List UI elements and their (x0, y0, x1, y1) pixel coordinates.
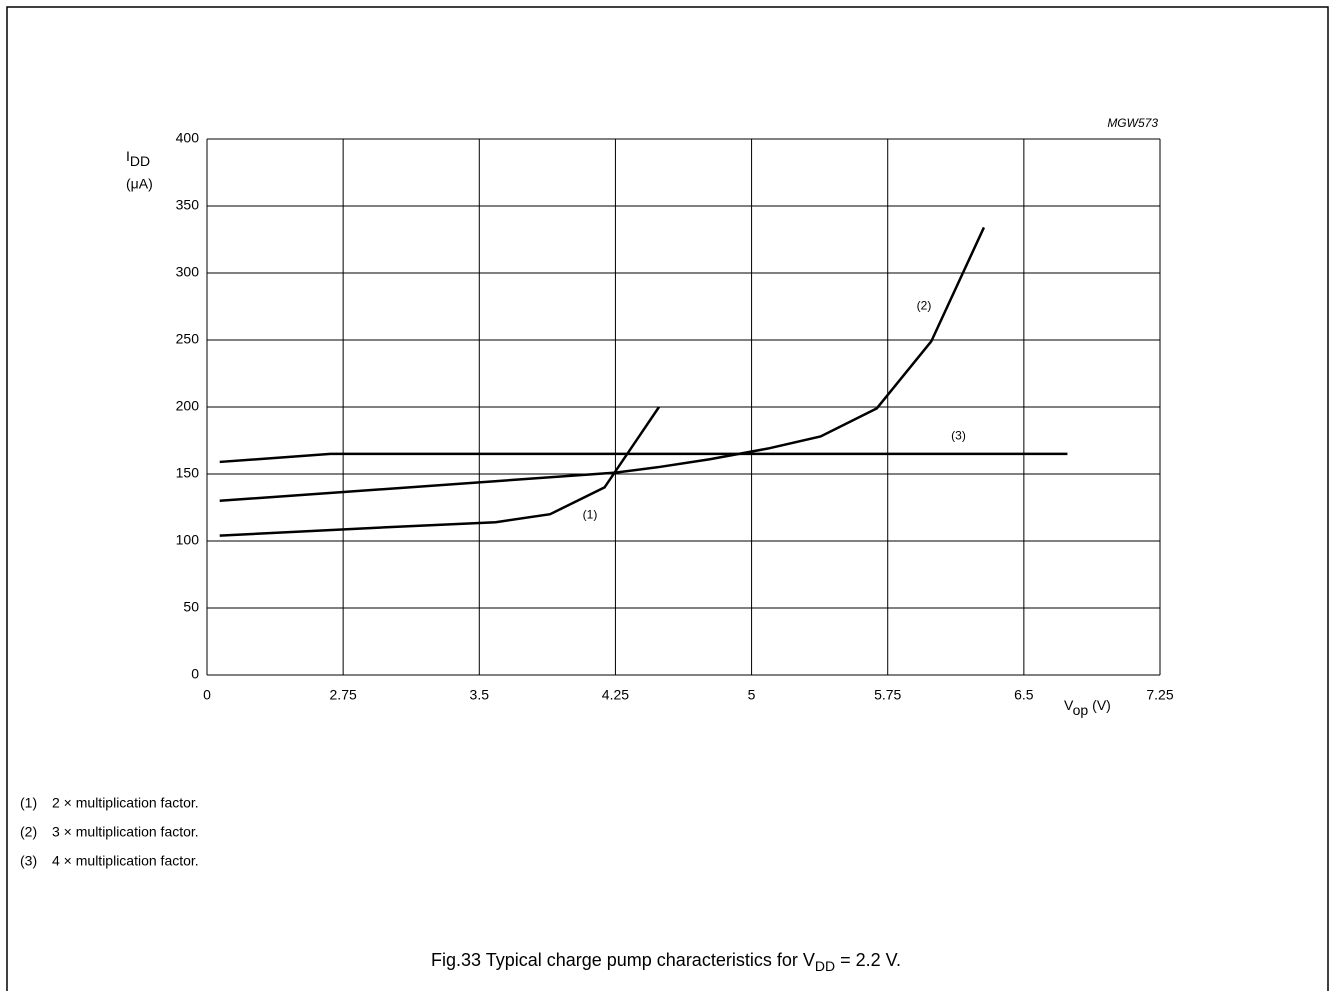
y-tick-label: 350 (176, 197, 200, 213)
curve (219, 452, 1068, 464)
caption-post: = 2.2 V. (835, 950, 901, 970)
x-tick-label: 7.25 (1146, 687, 1173, 703)
note-text: 2 × multiplication factor. (52, 795, 199, 811)
y-tick-label: 300 (176, 264, 200, 280)
curve-label: (3) (951, 429, 966, 443)
x-axis-label: Vop (V) (1064, 697, 1111, 718)
note-number: (1) (20, 795, 37, 811)
x-tick-label: 3.5 (470, 687, 490, 703)
note-text: 4 × multiplication factor. (52, 853, 199, 869)
x-tick-label: 5.75 (874, 687, 901, 703)
y-label-sub: DD (130, 153, 150, 169)
note-number: (2) (20, 824, 37, 840)
y-tick-label: 250 (176, 331, 200, 347)
note-number: (3) (20, 853, 37, 869)
x-tick-label: 6.5 (1014, 687, 1034, 703)
y-axis-unit: (μA) (126, 176, 153, 192)
x-label-sub: op (1073, 702, 1089, 718)
curve-label: (1) (583, 508, 598, 522)
y-tick-label: 50 (183, 599, 199, 615)
x-tick-label: 4.25 (602, 687, 629, 703)
y-tick-label: 100 (176, 532, 200, 548)
caption-sub: DD (815, 958, 835, 974)
curve (219, 226, 986, 503)
y-tick-label: 200 (176, 398, 200, 414)
caption: Fig.33 Typical charge pump characteristi… (431, 950, 901, 974)
x-label-unit: (V) (1092, 697, 1111, 713)
x-tick-label: 5 (748, 687, 756, 703)
y-tick-label: 150 (176, 465, 200, 481)
y-tick-label: 0 (191, 666, 199, 682)
y-label-main: I (126, 148, 130, 164)
figure-code: MGW573 (1107, 116, 1158, 130)
x-label-main: V (1064, 697, 1074, 713)
frame (6, 6, 1329, 991)
y-axis-label: IDD (126, 148, 150, 169)
x-tick-label: 0 (203, 687, 211, 703)
caption-pre: Fig.33 Typical charge pump characteristi… (431, 950, 815, 970)
curve-label: (2) (917, 299, 932, 313)
x-tick-label: 2.75 (330, 687, 357, 703)
y-tick-label: 400 (176, 130, 200, 146)
note-text: 3 × multiplication factor. (52, 824, 199, 840)
